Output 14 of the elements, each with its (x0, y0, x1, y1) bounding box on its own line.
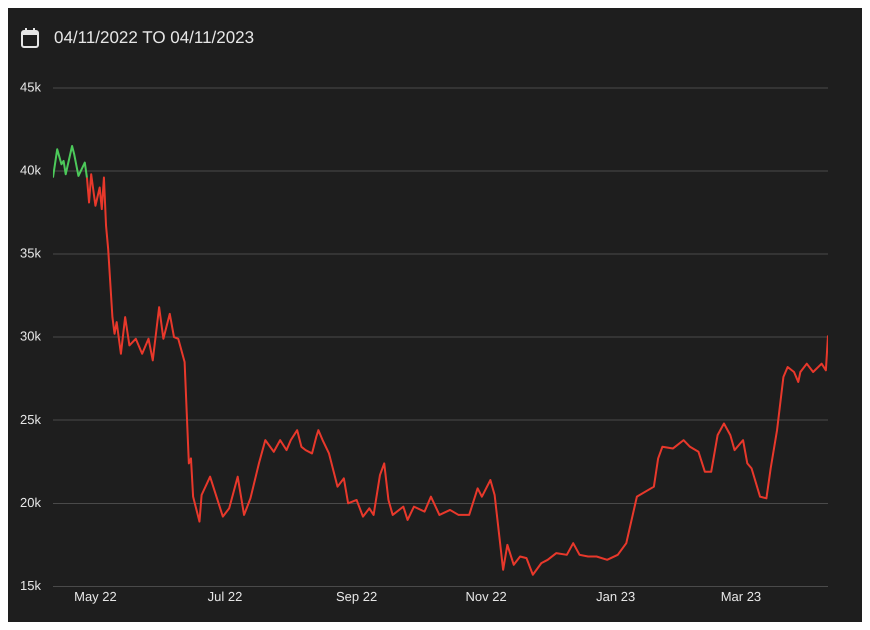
y-tick-label: 35k (20, 246, 42, 261)
y-tick-label: 25k (20, 412, 42, 427)
x-tick-label: May 22 (74, 588, 117, 604)
chart-title: 04/11/2022 TO 04/11/2023 (54, 28, 254, 48)
y-tick-label: 20k (20, 494, 42, 510)
y-tick-label: 15k (20, 578, 42, 593)
x-tick-label: Sep 22 (336, 588, 378, 604)
x-tick-label: Mar 23 (720, 588, 762, 604)
x-tick-label: Jan 23 (596, 588, 636, 604)
y-tick-label: 30k (20, 328, 42, 344)
y-tick-label: 40k (20, 162, 42, 178)
y-tick-label: 45k (20, 79, 42, 94)
x-tick-label: Nov 22 (466, 588, 507, 604)
x-tick-label: Jul 22 (208, 588, 242, 604)
